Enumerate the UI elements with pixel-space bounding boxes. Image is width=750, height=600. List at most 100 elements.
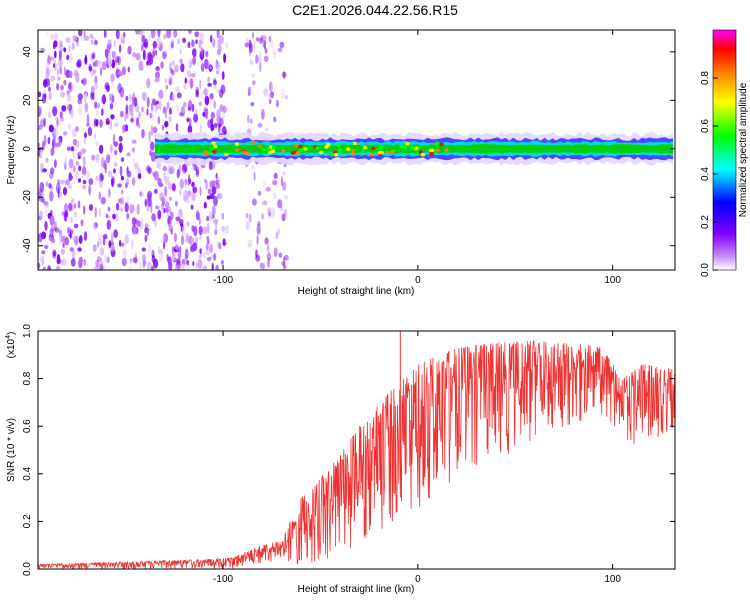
- spectrogram-cell: [53, 221, 57, 232]
- spectrogram-cell: [209, 243, 213, 254]
- spectrogram-cell: [180, 263, 186, 270]
- spectrogram-cell: [138, 111, 142, 119]
- spectrogram-cell: [73, 165, 76, 173]
- spectrogram-cell: [175, 86, 180, 93]
- spectrogram-cell: [253, 171, 256, 181]
- spectrogram-cell: [66, 226, 69, 234]
- spectrogram-cell: [245, 221, 250, 231]
- spectrogram-cell: [205, 242, 209, 251]
- spectrogram-cell: [119, 197, 125, 205]
- spectrogram-cell: [165, 201, 170, 209]
- spectrogram-cell: [164, 120, 169, 128]
- spectrogram-cell: [268, 93, 274, 99]
- spectrogram-cell: [112, 168, 116, 174]
- spectrogram-cell: [268, 98, 272, 105]
- spectrogram-cell: [90, 39, 94, 45]
- spectrogram-cell: [132, 52, 137, 58]
- spectrogram-cell: [42, 140, 45, 150]
- spectrogram-cell: [216, 30, 220, 39]
- spectrogram-cell: [86, 113, 90, 125]
- spectrogram-cell: [146, 261, 152, 270]
- spectrogram-cell: [216, 109, 221, 119]
- spectrogram-cell: [215, 183, 220, 189]
- spectrogram-cell: [187, 106, 192, 111]
- spectrogram-cell: [56, 254, 61, 265]
- spectrogram-cell: [106, 154, 111, 164]
- spectrogram-cell: [174, 244, 179, 251]
- spectrogram-cell: [55, 265, 61, 270]
- spectrogram-cell: [176, 38, 181, 45]
- spectrogram-cell: [54, 50, 57, 59]
- spectrogram-cell: [213, 122, 218, 128]
- spectrogram-cell: [210, 123, 215, 132]
- spectrogram-cell: [70, 257, 76, 267]
- spectrogram-cell: [90, 92, 94, 100]
- spectrogram-xtick-label: -100: [213, 275, 233, 286]
- spectrogram-cell: [202, 252, 207, 259]
- spectrogram-cell: [83, 258, 87, 266]
- spectrogram-cell: [213, 100, 216, 109]
- spectrogram-cell: [83, 205, 86, 215]
- spectrogram-cell: [166, 253, 169, 262]
- spectrogram-cell: [117, 183, 122, 188]
- spectrogram-cell: [187, 41, 191, 48]
- spectrogram-cell: [211, 205, 216, 217]
- spectrogram-cell: [59, 44, 64, 52]
- spectrogram-cell: [184, 180, 189, 190]
- spectrogram-cell: [95, 175, 99, 181]
- spectrogram-cell: [196, 89, 199, 97]
- spectrogram-hotspot: [377, 151, 382, 155]
- spectrogram-cell: [100, 174, 105, 181]
- spectrogram-cell: [127, 45, 132, 55]
- spectrogram-cell: [110, 175, 116, 185]
- spectrogram-cell: [103, 160, 107, 170]
- spectrogram-cell: [195, 86, 199, 95]
- spectrogram-cell: [89, 52, 93, 63]
- spectrogram-cell: [131, 239, 134, 251]
- spectrogram-cell: [162, 165, 168, 172]
- spectrogram-cell: [259, 61, 262, 72]
- spectrogram-cell: [113, 162, 118, 167]
- spectrogram-cell: [45, 78, 51, 87]
- spectrogram-cell: [63, 131, 68, 136]
- spectrogram-cell: [143, 91, 148, 102]
- colorbar-label: Normalized spectral amplitude: [738, 82, 749, 217]
- spectrogram-xlabel: Height of straight line (km): [298, 286, 415, 297]
- spectrogram-cell: [67, 103, 72, 111]
- spectrogram-cell: [58, 138, 62, 148]
- spectrogram-cell: [279, 41, 285, 49]
- spectrogram-cell: [151, 213, 157, 222]
- spectrogram-cell: [97, 59, 102, 69]
- spectrogram-cell: [262, 263, 266, 270]
- spectrogram-cell: [158, 246, 161, 255]
- spectrogram-hotspot: [329, 153, 335, 157]
- spectrogram-cell: [257, 122, 263, 128]
- spectrogram-cell: [186, 117, 190, 123]
- spectrogram-cell: [94, 101, 98, 109]
- snr-frame: [37, 330, 676, 570]
- spectrogram-cell: [206, 235, 210, 242]
- spectrogram-cell: [222, 109, 225, 120]
- spectrogram-xtick-label: 0: [415, 275, 421, 286]
- spectrogram-cell: [281, 71, 287, 78]
- spectrogram-cell: [184, 178, 187, 186]
- spectrogram-hotspot: [234, 148, 240, 152]
- spectrogram-cell: [69, 247, 74, 252]
- spectrogram-hotspot: [315, 146, 320, 150]
- spectrogram-cell: [200, 47, 204, 55]
- spectrogram-cell: [115, 30, 120, 40]
- spectrogram-cell: [62, 187, 68, 196]
- spectrogram-cell: [152, 171, 155, 177]
- spectrogram-cell: [163, 233, 168, 243]
- spectrogram-cell: [98, 191, 101, 200]
- spectrogram-cell: [99, 263, 104, 270]
- spectrogram-cell: [213, 253, 217, 261]
- spectrogram-cell: [203, 201, 207, 209]
- spectrogram-cell: [79, 219, 85, 227]
- spectrogram-hotspot: [428, 148, 434, 153]
- spectrogram-cell: [135, 104, 140, 113]
- snr-panel: -100 0 100 0.0 0.2 0.4 0.6 0.8 1.0 Height of str…: [5, 324, 676, 595]
- spectrogram-hotspot: [402, 145, 408, 149]
- spectrogram-cell: [161, 208, 165, 214]
- spectrogram-cell: [194, 173, 197, 178]
